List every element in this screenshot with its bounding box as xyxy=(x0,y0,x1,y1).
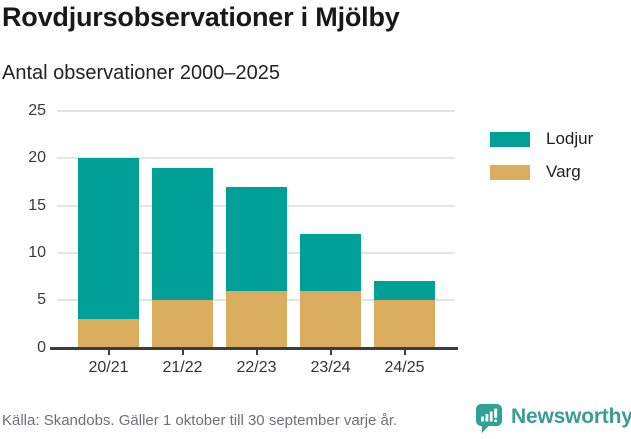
bar-segment-varg xyxy=(300,290,361,348)
legend-label: Varg xyxy=(546,162,581,181)
x-axis-tick xyxy=(403,350,406,355)
y-axis-tick-label: 15 xyxy=(28,196,46,214)
bar-segment-lodjur xyxy=(226,186,287,291)
bar-segment-varg xyxy=(374,300,435,348)
newsworthy-wordmark: Newsworthy xyxy=(511,405,631,428)
chart-title: Rovdjursobservationer i Mjölby xyxy=(2,2,400,32)
x-axis-tick-label: 24/25 xyxy=(384,359,425,376)
x-axis-tick-label: 21/22 xyxy=(162,359,203,376)
y-axis-tick-label: 20 xyxy=(28,149,46,167)
legend-swatch-varg xyxy=(490,164,530,180)
x-axis-tick xyxy=(181,350,184,355)
bar-segment-lodjur xyxy=(78,158,139,320)
bar-segment-lodjur xyxy=(374,281,435,301)
bar-segment-lodjur xyxy=(152,167,213,301)
newsworthy-icon xyxy=(476,404,502,433)
y-axis-tick-label: 10 xyxy=(28,243,46,261)
source-note: Källa: Skandobs. Gäller 1 oktober till 3… xyxy=(2,412,398,429)
chart-subtitle: Antal observationer 2000–2025 xyxy=(2,62,280,84)
gridline xyxy=(57,110,455,112)
x-axis-tick xyxy=(107,350,110,355)
bar-segment-varg xyxy=(78,319,139,348)
x-axis-tick-label: 20/21 xyxy=(88,359,129,376)
legend-swatch-lodjur xyxy=(490,131,530,147)
y-axis-tick-label: 25 xyxy=(28,102,46,119)
y-axis-tick-label: 0 xyxy=(37,338,46,356)
newsworthy-logo[interactable]: Newsworthy xyxy=(476,403,631,434)
y-axis-tick-label: 5 xyxy=(37,291,46,309)
bar-segment-varg xyxy=(152,300,213,348)
x-axis-tick-label: 23/24 xyxy=(310,359,351,376)
legend-item-varg: Varg xyxy=(490,162,593,182)
legend: Lodjur Varg xyxy=(490,129,593,182)
legend-item-lodjur: Lodjur xyxy=(490,129,593,149)
legend-label: Lodjur xyxy=(546,129,594,148)
x-axis-line xyxy=(50,346,458,350)
x-axis-tick xyxy=(255,350,258,355)
bar-segment-lodjur xyxy=(300,233,361,291)
x-axis-tick xyxy=(329,350,332,355)
gridline xyxy=(57,157,455,160)
x-axis-tick-label: 22/23 xyxy=(236,359,277,376)
bar-segment-varg xyxy=(226,290,287,348)
